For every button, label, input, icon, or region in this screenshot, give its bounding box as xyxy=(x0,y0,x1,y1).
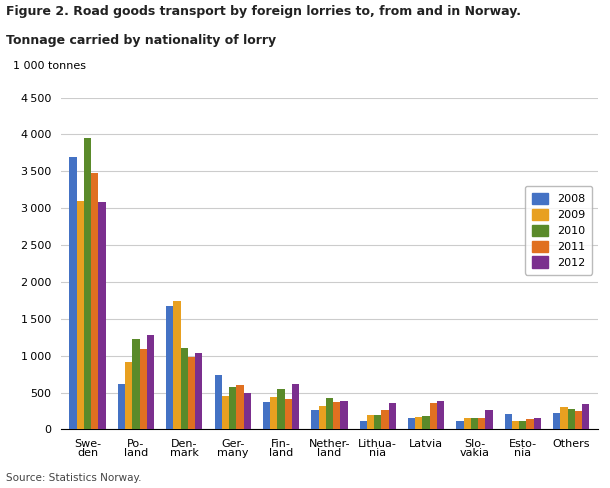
Bar xyxy=(430,403,437,429)
Bar xyxy=(582,404,589,429)
Bar xyxy=(118,384,125,429)
Bar xyxy=(195,353,203,429)
Bar xyxy=(326,398,333,429)
Bar xyxy=(553,413,561,429)
Bar xyxy=(526,419,534,429)
Bar xyxy=(534,418,541,429)
Bar xyxy=(236,385,243,429)
Text: 1 000 tonnes: 1 000 tonnes xyxy=(13,61,85,71)
Bar xyxy=(243,392,251,429)
Bar xyxy=(77,201,84,429)
Text: Tonnage carried by nationality of lorry: Tonnage carried by nationality of lorry xyxy=(6,34,276,47)
Bar xyxy=(478,418,486,429)
Bar xyxy=(318,406,326,429)
Bar xyxy=(311,409,318,429)
Bar xyxy=(423,416,430,429)
Bar xyxy=(292,385,299,429)
Bar xyxy=(84,138,92,429)
Bar xyxy=(132,339,140,429)
Bar xyxy=(173,301,181,429)
Bar xyxy=(229,386,236,429)
Bar xyxy=(374,415,381,429)
Bar xyxy=(181,348,188,429)
Bar xyxy=(278,389,285,429)
Bar xyxy=(147,335,154,429)
Legend: 2008, 2009, 2010, 2011, 2012: 2008, 2009, 2010, 2011, 2012 xyxy=(525,186,592,275)
Bar xyxy=(340,402,348,429)
Bar xyxy=(360,421,367,429)
Bar xyxy=(125,362,132,429)
Bar xyxy=(166,305,173,429)
Bar xyxy=(471,418,478,429)
Bar xyxy=(381,409,389,429)
Bar xyxy=(70,157,77,429)
Bar xyxy=(456,421,464,429)
Bar xyxy=(263,402,270,429)
Bar xyxy=(285,399,292,429)
Bar xyxy=(215,375,222,429)
Bar xyxy=(140,349,147,429)
Bar xyxy=(567,409,575,429)
Bar xyxy=(504,414,512,429)
Bar xyxy=(561,407,567,429)
Bar xyxy=(415,417,423,429)
Text: Figure 2. Road goods transport by foreign lorries to, from and in Norway.: Figure 2. Road goods transport by foreig… xyxy=(6,5,521,18)
Bar xyxy=(188,357,195,429)
Bar xyxy=(367,415,374,429)
Bar xyxy=(519,421,526,429)
Bar xyxy=(437,402,444,429)
Bar xyxy=(333,402,340,429)
Bar xyxy=(98,203,106,429)
Bar xyxy=(575,411,582,429)
Bar xyxy=(486,410,493,429)
Bar xyxy=(92,173,98,429)
Bar xyxy=(464,418,471,429)
Bar xyxy=(512,421,519,429)
Text: Source: Statistics Norway.: Source: Statistics Norway. xyxy=(6,473,142,483)
Bar xyxy=(389,403,396,429)
Bar xyxy=(408,418,415,429)
Bar xyxy=(222,395,229,429)
Bar xyxy=(270,397,278,429)
